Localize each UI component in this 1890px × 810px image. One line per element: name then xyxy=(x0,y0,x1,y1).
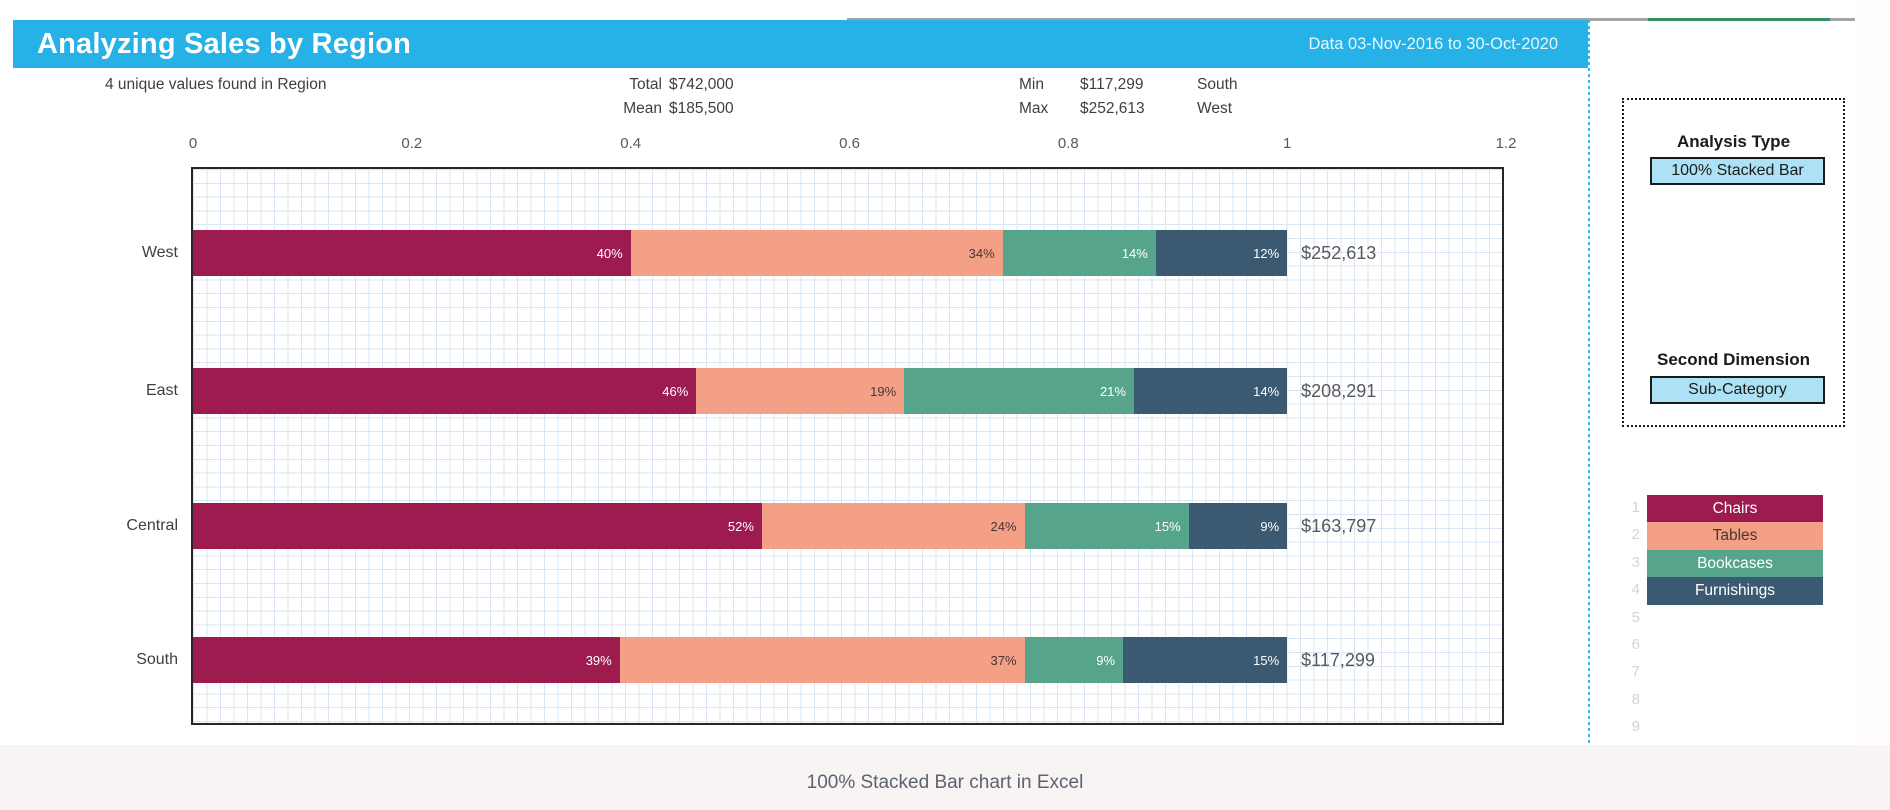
sheet-divider-dotted-line xyxy=(1588,20,1590,745)
category-total-label: $163,797 xyxy=(1301,516,1377,536)
bar-row: 40% 34% 14% 12% xyxy=(193,230,1288,276)
x-axis-tick: 0.2 xyxy=(401,135,423,152)
unique-values-text: 4 unique values found in Region xyxy=(105,76,327,93)
second-dimension-button[interactable]: Sub-Category xyxy=(1650,376,1825,404)
excel-row-number: 5 xyxy=(1631,608,1640,626)
bottom-strip xyxy=(0,745,1890,810)
control-panel: Analysis Type 100% Stacked Bar Second Di… xyxy=(1622,98,1845,427)
bar-row: 39% 37% 9% 15% xyxy=(193,637,1288,683)
excel-row-number: 4 xyxy=(1631,581,1640,599)
category-label: East xyxy=(145,382,178,399)
bar-segment-bookcases: 9% xyxy=(1024,637,1124,683)
bar-segment-furnishings: 14% xyxy=(1133,368,1288,414)
max-value: $252,613 xyxy=(1080,100,1145,117)
bar-segment-furnishings: 15% xyxy=(1123,637,1288,683)
segment-percent-label: 24% xyxy=(990,518,1017,534)
x-axis-tick: 0.8 xyxy=(1057,135,1079,152)
max-region: West xyxy=(1197,100,1233,117)
bar-segment-bookcases: 21% xyxy=(904,368,1134,414)
category-label: South xyxy=(136,651,178,668)
bar-segment-chairs: 52% xyxy=(193,503,762,549)
excel-row-number: 3 xyxy=(1631,553,1640,571)
x-axis-tick: 0.4 xyxy=(620,135,642,152)
segment-percent-label: 15% xyxy=(1253,652,1280,668)
segment-percent-label: 39% xyxy=(585,652,612,668)
category-label: West xyxy=(141,244,178,261)
excel-row-number: 2 xyxy=(1631,526,1640,544)
analysis-type-label: Analysis Type xyxy=(1676,132,1791,151)
total-label: Total xyxy=(629,76,662,93)
excel-row-number: 1 xyxy=(1631,499,1640,516)
bar-row: 46% 19% 21% 14% xyxy=(193,368,1288,414)
excel-row-number: 8 xyxy=(1631,690,1640,708)
caption: 100% Stacked Bar chart in Excel xyxy=(806,772,1084,793)
category-label: Central xyxy=(126,517,178,534)
mean-label: Mean xyxy=(623,100,662,117)
total-value: $742,000 xyxy=(669,76,734,93)
top-border-line xyxy=(847,18,1855,21)
segment-percent-label: 52% xyxy=(727,518,754,534)
bar-segment-chairs: 40% xyxy=(193,230,631,276)
min-label: Min xyxy=(1019,76,1044,93)
excel-row-number: 6 xyxy=(1631,636,1640,653)
legend-item-furnishings: Furnishings xyxy=(1647,577,1823,606)
stacked-bar-chart: West 40% 34% 14% 12% $252,613 East 46% 19% 21% 14%… xyxy=(0,167,1520,725)
top-border-line-green xyxy=(1648,18,1830,21)
bar-segment-furnishings: 9% xyxy=(1188,503,1288,549)
min-value: $117,299 xyxy=(1080,76,1144,93)
segment-percent-label: 14% xyxy=(1121,245,1148,261)
segment-percent-label: 21% xyxy=(1099,383,1126,399)
category-total-label: $252,613 xyxy=(1301,243,1377,263)
analysis-type-button[interactable]: 100% Stacked Bar xyxy=(1650,157,1825,185)
bar-segment-bookcases: 14% xyxy=(1002,230,1156,276)
x-axis-tick: 1.2 xyxy=(1495,135,1517,152)
min-region: South xyxy=(1197,76,1238,93)
bar-segment-chairs: 39% xyxy=(193,637,620,683)
second-dimension-label: Second Dimension xyxy=(1656,350,1811,369)
segment-percent-label: 9% xyxy=(1260,518,1280,534)
segment-percent-label: 15% xyxy=(1154,518,1181,534)
legend-item-bookcases: Bookcases xyxy=(1647,549,1823,578)
x-axis-tick: 0 xyxy=(188,135,198,152)
date-range-label: Data 03-Nov-2016 to 30-Oct-2020 xyxy=(1308,34,1558,53)
bar-segment-tables: 24% xyxy=(761,503,1025,549)
segment-percent-label: 14% xyxy=(1253,383,1280,399)
segment-percent-label: 40% xyxy=(596,245,623,261)
bar-segment-tables: 37% xyxy=(619,637,1025,683)
segment-percent-label: 46% xyxy=(662,383,689,399)
segment-percent-label: 9% xyxy=(1096,652,1116,668)
bar-row: 52% 24% 15% 9% xyxy=(193,503,1288,549)
bar-segment-tables: 34% xyxy=(630,230,1003,276)
bar-segment-tables: 19% xyxy=(696,368,905,414)
title-banner: Analyzing Sales by Region Data 03-Nov-20… xyxy=(13,20,1588,68)
segment-percent-label: 37% xyxy=(990,652,1017,668)
legend-item-chairs: Chairs xyxy=(1647,495,1823,523)
bar-segment-furnishings: 12% xyxy=(1155,230,1288,276)
segment-percent-label: 12% xyxy=(1253,245,1280,261)
segment-percent-label: 19% xyxy=(870,383,897,399)
x-axis-tick: 1 xyxy=(1282,135,1292,152)
legend-item-tables: Tables xyxy=(1647,522,1823,551)
excel-row-number: 7 xyxy=(1631,663,1640,681)
mean-value: $185,500 xyxy=(669,100,734,117)
segment-percent-label: 34% xyxy=(968,245,995,261)
bar-segment-bookcases: 15% xyxy=(1024,503,1189,549)
category-total-label: $117,299 xyxy=(1301,650,1375,670)
excel-row-number: 9 xyxy=(1631,718,1640,736)
bar-segment-chairs: 46% xyxy=(193,368,697,414)
category-total-label: $208,291 xyxy=(1301,381,1377,401)
page-title: Analyzing Sales by Region xyxy=(37,27,412,60)
max-label: Max xyxy=(1019,100,1049,117)
x-axis-tick: 0.6 xyxy=(839,135,860,152)
